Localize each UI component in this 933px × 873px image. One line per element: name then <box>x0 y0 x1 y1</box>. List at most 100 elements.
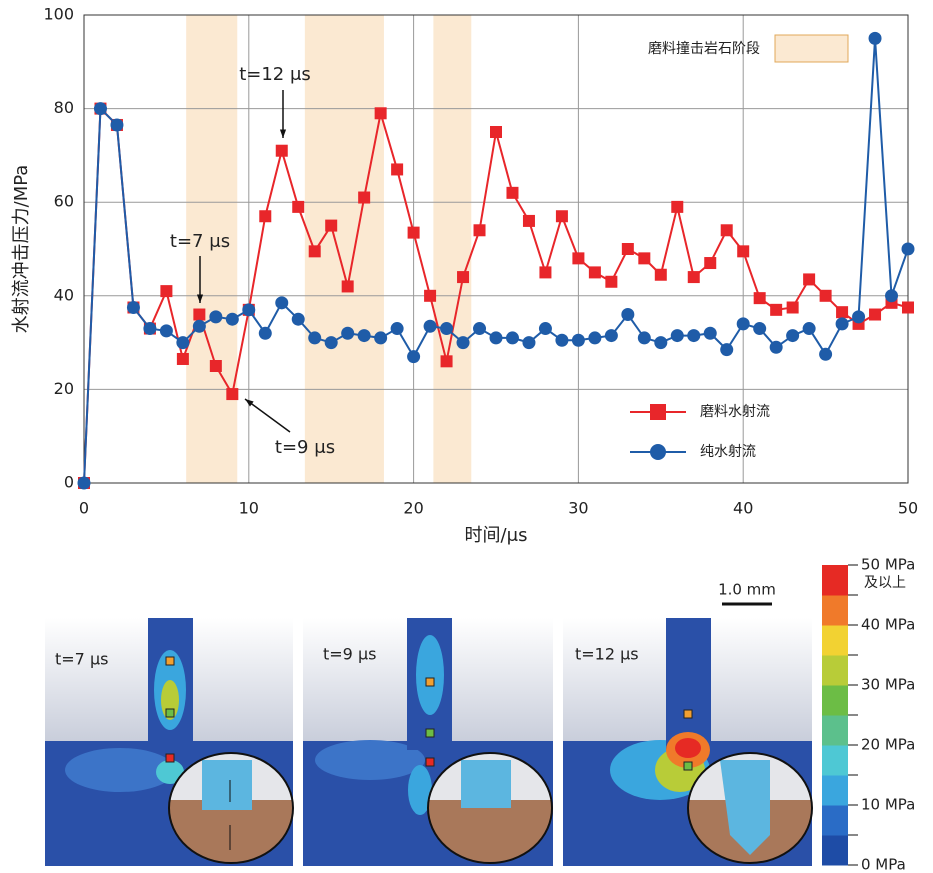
colorbar-segment <box>822 595 848 626</box>
colorbar-segment <box>822 715 848 746</box>
point <box>160 324 173 337</box>
legend-marker <box>650 404 666 420</box>
panel-label: t=12 μs <box>575 645 639 664</box>
point <box>259 210 271 222</box>
point <box>358 192 370 204</box>
point <box>193 320 206 333</box>
panel-label: t=9 μs <box>323 645 376 664</box>
point <box>210 360 222 372</box>
point <box>720 343 733 356</box>
y-tick-label: 60 <box>54 192 74 211</box>
point <box>902 243 915 256</box>
point <box>474 224 486 236</box>
x-tick-label: 20 <box>403 499 423 518</box>
colorbar-segment <box>822 655 848 686</box>
point <box>375 107 387 119</box>
x-axis-label: 时间/μs <box>465 525 528 546</box>
point <box>342 280 354 292</box>
point <box>836 306 848 318</box>
point <box>819 348 832 361</box>
point <box>358 329 371 342</box>
point <box>341 327 354 340</box>
point <box>687 329 700 342</box>
y-tick-label: 100 <box>43 5 74 24</box>
colorbar-segment <box>822 685 848 716</box>
colorbar-segment <box>822 775 848 806</box>
legend-band-swatch <box>775 35 848 62</box>
point <box>391 322 404 335</box>
point <box>391 163 403 175</box>
point <box>457 336 470 349</box>
point <box>555 334 568 347</box>
point <box>704 327 717 340</box>
simulation-panels: t=7 μs t=9 μs t=12 μs 1.0 mm <box>45 581 812 867</box>
x-tick-label: 10 <box>239 499 259 518</box>
point <box>259 327 272 340</box>
point <box>160 285 172 297</box>
point <box>325 220 337 232</box>
point <box>753 322 766 335</box>
point <box>539 266 551 278</box>
point <box>638 252 650 264</box>
y-tick-label: 0 <box>64 473 74 492</box>
point <box>424 290 436 302</box>
point <box>737 245 749 257</box>
colorbar-tick-label: 20 MPa <box>861 736 915 754</box>
legend-marker <box>650 444 666 460</box>
point <box>820 290 832 302</box>
annotation: t=7 μs <box>170 231 230 252</box>
point <box>556 210 568 222</box>
point <box>242 303 255 316</box>
point <box>754 292 766 304</box>
point <box>852 310 865 323</box>
x-tick-label: 0 <box>79 499 89 518</box>
colorbar-segment <box>822 835 848 866</box>
point <box>276 145 288 157</box>
point <box>869 32 882 45</box>
point <box>704 257 716 269</box>
point <box>506 187 518 199</box>
point <box>292 201 304 213</box>
y-tick-label: 40 <box>54 285 74 304</box>
point <box>110 118 123 131</box>
point <box>902 302 914 314</box>
point <box>671 201 683 213</box>
colorbar-note: 及以上 <box>864 575 906 591</box>
x-tick-label: 30 <box>568 499 588 518</box>
scale-bar-label: 1.0 mm <box>718 581 776 599</box>
colorbar-segment <box>822 805 848 836</box>
point <box>440 322 453 335</box>
legend-label: 纯水射流 <box>700 444 756 460</box>
point <box>588 331 601 344</box>
point <box>78 477 91 490</box>
point <box>589 266 601 278</box>
band <box>433 15 471 483</box>
point <box>803 322 816 335</box>
colorbar-tick-label: 50 MPa <box>861 556 915 574</box>
point <box>770 304 782 316</box>
x-tick-label: 50 <box>898 499 918 518</box>
point <box>638 331 651 344</box>
point <box>309 245 321 257</box>
colorbar-tick-label: 40 MPa <box>861 616 915 634</box>
point <box>523 215 535 227</box>
point <box>869 309 881 321</box>
arrow-head <box>280 130 286 138</box>
point <box>522 336 535 349</box>
point <box>655 269 667 281</box>
y-tick-label: 20 <box>54 379 74 398</box>
point <box>193 309 205 321</box>
point <box>885 289 898 302</box>
point <box>408 227 420 239</box>
point <box>177 353 189 365</box>
point <box>688 271 700 283</box>
colorbar-tick-label: 30 MPa <box>861 676 915 694</box>
point <box>473 322 486 335</box>
point <box>226 388 238 400</box>
point <box>622 243 634 255</box>
colorbar-segment <box>822 625 848 656</box>
point <box>94 102 107 115</box>
point <box>226 313 239 326</box>
